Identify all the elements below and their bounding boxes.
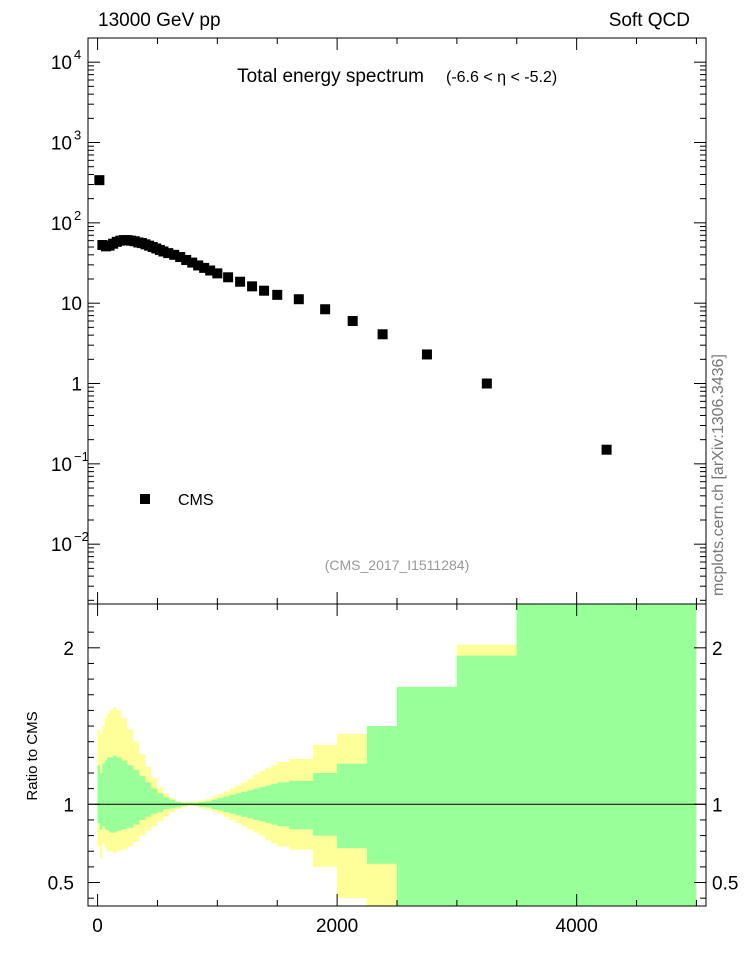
side-label: mcplots.cern.ch [arXiv:1306.3436]: [710, 354, 727, 596]
uncertainty-band-green: [97, 604, 697, 906]
main-ytick-exponent: 3: [74, 128, 81, 143]
data-point: [94, 175, 105, 186]
data-point: [601, 444, 612, 455]
legend: CMS: [140, 492, 214, 509]
data-point: [481, 378, 492, 389]
main-panel-frame: [87, 37, 707, 605]
xtick-label: 2000: [316, 916, 358, 937]
main-ytick-label: 10: [61, 294, 82, 315]
data-point: [293, 294, 304, 305]
main-ytick-label: 10: [51, 214, 72, 235]
legend-marker: [140, 494, 150, 504]
ratio-ytick-label: 2: [63, 639, 74, 660]
main-ytick-exponent: −1: [74, 449, 89, 464]
xtick-label: 4000: [556, 916, 598, 937]
main-ytick-exponent: 2: [74, 208, 81, 223]
xtick-label: 0: [92, 916, 103, 937]
data-point: [347, 316, 358, 326]
ratio-ytick-label: 0.5: [48, 874, 74, 895]
data-point: [205, 265, 216, 276]
chart-title: Total energy spectrum: [237, 66, 424, 87]
data-point: [259, 285, 270, 296]
main-ytick-label: 10: [51, 455, 72, 476]
ratio-ytick-label-right: 1: [712, 795, 723, 816]
ratio-ytick-label: 1: [63, 795, 74, 816]
data-point: [212, 268, 223, 279]
data-point: [223, 272, 234, 283]
ratio-panel: 0.5 0.5 1 1 2 2 0 2000 4000 Ratio to CMS: [24, 603, 738, 937]
main-ytick-label: 10: [51, 53, 72, 74]
data-point: [199, 262, 210, 273]
data-point: [272, 289, 283, 300]
main-ytick-exponent: 4: [74, 47, 81, 62]
data-point: [181, 254, 192, 265]
legend-label: CMS: [178, 492, 214, 509]
main-panel: Total energy spectrum (-6.6 < η < -5.2) …: [51, 37, 707, 605]
data-point: [163, 248, 174, 259]
main-ytick-label: 10: [51, 535, 72, 556]
header-left: 13000 GeV pp: [98, 10, 221, 31]
data-point: [320, 304, 331, 315]
main-ytick-label: 10: [51, 134, 72, 155]
data-point: [235, 276, 246, 287]
ratio-ytick-label-right: 2: [712, 639, 723, 660]
ratio-ylabel: Ratio to CMS: [24, 711, 41, 800]
header-right: Soft QCD: [609, 10, 690, 31]
main-ytick-label: 1: [71, 375, 82, 396]
data-point: [175, 252, 186, 263]
ratio-panel-frame: [87, 603, 707, 907]
data-point: [193, 260, 204, 271]
data-point: [187, 257, 198, 268]
main-ytick-exponent: −2: [74, 529, 89, 544]
data-point: [377, 329, 388, 340]
data-point: [421, 349, 432, 360]
ratio-ytick-label-right: 0.5: [712, 874, 738, 895]
watermark: (CMS_2017_I1511284): [325, 557, 470, 573]
data-point: [247, 281, 258, 292]
data-point: [169, 249, 180, 260]
chart-subtitle: (-6.6 < η < -5.2): [446, 69, 557, 86]
